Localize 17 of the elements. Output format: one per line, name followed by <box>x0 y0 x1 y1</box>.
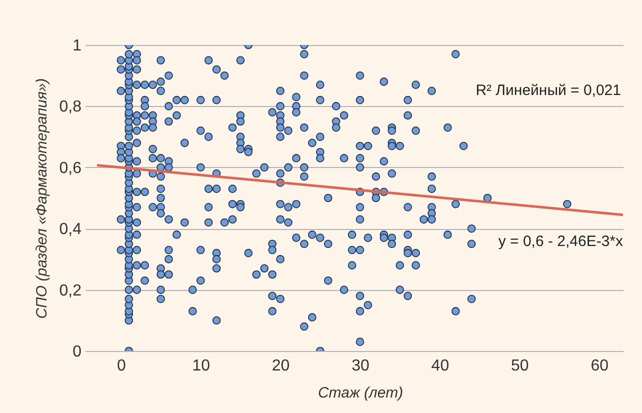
x-axis-title: Стаж (лет) <box>318 384 404 402</box>
x-tick-label: 0 <box>116 358 126 374</box>
x-tick-label: 40 <box>431 358 450 374</box>
y-tick-label: 0,8 <box>59 98 82 116</box>
y-tick-label: 0,6 <box>59 160 82 177</box>
x-tick-label: 50 <box>510 358 529 374</box>
y-tick-label: 1 <box>72 38 82 54</box>
y-tick-label: 0,2 <box>59 282 82 300</box>
x-tick-label: 30 <box>352 358 370 374</box>
x-tick-label: 20 <box>272 358 290 374</box>
y-tick-label: 0,4 <box>59 221 82 238</box>
y-tick-label: 0 <box>72 344 82 360</box>
annotation: R² Линейный = 0,021 <box>476 82 621 99</box>
y-axis-title: СПО (раздел «Фармакотерапия») <box>33 78 50 319</box>
x-tick-label: 60 <box>590 358 609 374</box>
x-tick-label: 10 <box>192 358 210 374</box>
annotation: y = 0,6 - 2,46E-3*x <box>498 233 624 250</box>
